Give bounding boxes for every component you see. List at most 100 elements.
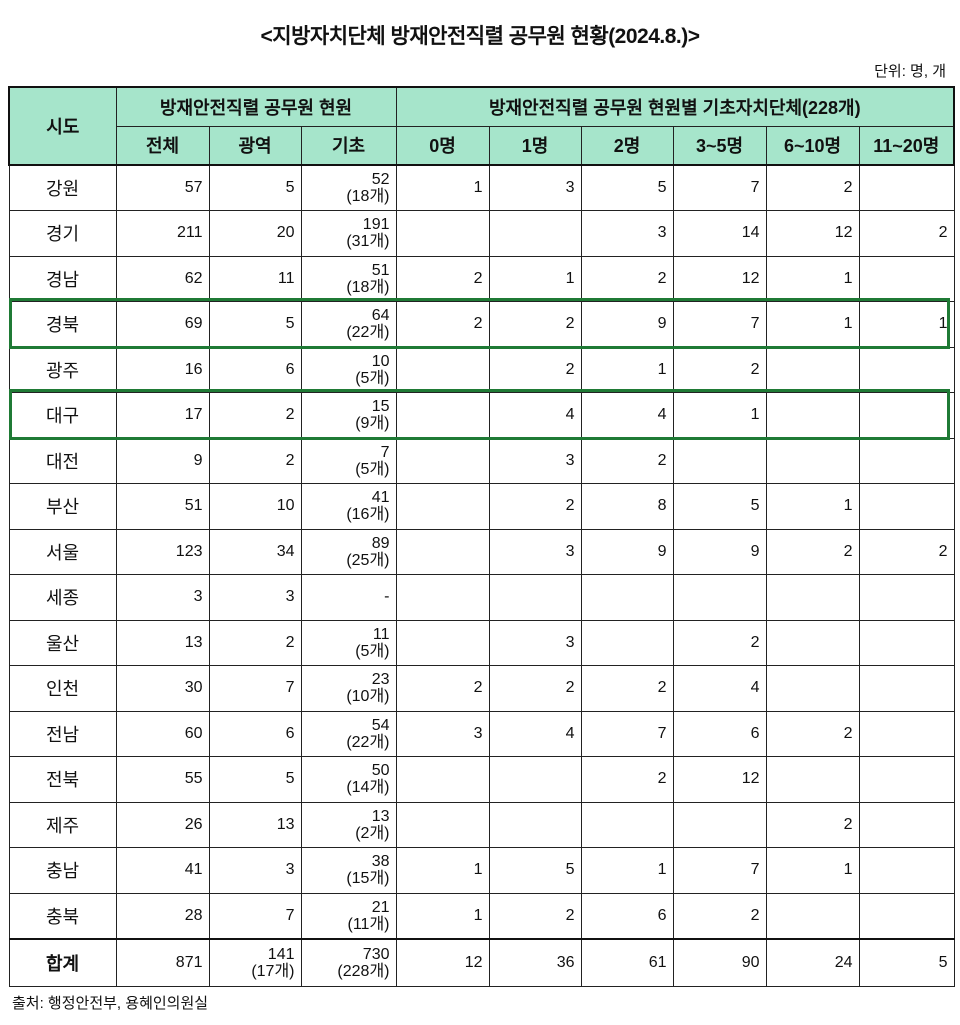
cell-basic: 23 (10개) [300, 665, 397, 712]
cell-basic: 15 (9개) [300, 392, 397, 439]
cell-basic: 38 (15개) [300, 847, 397, 894]
cell-total: 9 [115, 437, 210, 484]
cell-c1120 [858, 892, 955, 939]
region-cell: 강원 [8, 164, 117, 211]
table-row: 전북 55 5 50 (14개) 2 12 [8, 756, 955, 803]
cell-basic: 10 (5개) [300, 346, 397, 393]
cell-basic: - [300, 574, 397, 621]
cell-c0: 1 [395, 847, 490, 894]
cell-total: 871 [115, 937, 210, 987]
cell-total: 17 [115, 392, 210, 439]
cell-c2 [580, 574, 674, 621]
region-cell: 인천 [8, 665, 117, 712]
cell-value: 23 [371, 671, 390, 689]
table-row: 제주 26 13 13 (2개) 2 [8, 801, 955, 848]
cell-value: 11 [372, 625, 390, 643]
region-cell: 충북 [8, 892, 117, 939]
cell-metro: 6 [208, 710, 302, 757]
cell-count: (228개) [337, 962, 390, 980]
region-cell: 광주 [8, 346, 117, 393]
header-col: 0명 [395, 125, 490, 166]
cell-metro: 2 [208, 437, 302, 484]
cell-c1: 2 [488, 483, 582, 530]
cell-c2 [580, 801, 674, 848]
cell-c1 [488, 801, 582, 848]
cell-count: (31개) [346, 233, 390, 251]
cell-c610 [765, 619, 860, 666]
cell-c1120: 2 [858, 528, 955, 575]
cell-c610: 12 [765, 210, 860, 257]
cell-c1120 [858, 756, 955, 803]
table-row: 경남 62 11 51 (18개) 2 1 2 12 1 [8, 255, 955, 302]
cell-c1: 3 [488, 528, 582, 575]
cell-c2: 9 [580, 528, 674, 575]
cell-c1: 2 [488, 346, 582, 393]
cell-c1120 [858, 801, 955, 848]
cell-c610 [765, 346, 860, 393]
cell-total: 41 [115, 847, 210, 894]
cell-c2: 9 [580, 301, 674, 348]
cell-basic: 89 (25개) [300, 528, 397, 575]
table-row: 전남 60 6 54 (22개) 3 4 7 6 2 [8, 710, 955, 757]
cell-count: (5개) [355, 460, 390, 478]
header-group-municipalities: 방재안전직렬 공무원 현원별 기초자치단체(228개) [395, 86, 955, 127]
region-cell: 대구 [8, 392, 117, 439]
cell-c0 [395, 437, 490, 484]
table-row: 광주 16 6 10 (5개) 2 1 2 [8, 346, 955, 393]
cell-count: (18개) [346, 278, 390, 296]
unit-label: 단위: 명, 개 [874, 63, 946, 80]
region-cell: 울산 [8, 619, 117, 666]
cell-c0 [395, 210, 490, 257]
cell-count: (10개) [346, 688, 390, 706]
cell-value: 15 [371, 398, 390, 416]
header-col: 전체 [115, 125, 210, 166]
header-col: 광역 [208, 125, 302, 166]
cell-total: 3 [115, 574, 210, 621]
cell-c35: 2 [672, 619, 767, 666]
cell-metro: 13 [208, 801, 302, 848]
table-title: <지방자치단체 방재안전직렬 공무원 현황(2024.8.)> [260, 25, 700, 48]
region-cell: 전남 [8, 710, 117, 757]
cell-total: 69 [115, 301, 210, 348]
cell-count: (5개) [355, 369, 390, 387]
cell-basic: 730 (228개) [300, 937, 397, 987]
cell-value: 89 [371, 534, 390, 552]
table-row: 대전 9 2 7 (5개) 3 2 [8, 437, 955, 484]
cell-c35: 4 [672, 665, 767, 712]
header-col: 3~5명 [672, 125, 767, 166]
cell-c1120 [858, 483, 955, 530]
cell-count: (22개) [346, 324, 390, 342]
cell-c2: 1 [580, 346, 674, 393]
cell-metro: 5 [208, 164, 302, 211]
cell-basic: 64 (22개) [300, 301, 397, 348]
cell-c35: 14 [672, 210, 767, 257]
cell-count: (25개) [346, 551, 390, 569]
table-row: 충북 28 7 21 (11개) 1 2 6 2 [8, 892, 955, 939]
cell-basic: 21 (11개) [300, 892, 397, 939]
cell-value: 141 [267, 945, 295, 963]
cell-c35: 12 [672, 255, 767, 302]
cell-c0: 3 [395, 710, 490, 757]
region-cell: 서울 [8, 528, 117, 575]
cell-count: (22개) [346, 733, 390, 751]
cell-c0 [395, 392, 490, 439]
cell-metro: 3 [208, 847, 302, 894]
cell-c0 [395, 756, 490, 803]
cell-c2: 2 [580, 255, 674, 302]
table-row: 세종 3 3- [8, 574, 955, 621]
cell-metro: 10 [208, 483, 302, 530]
cell-c2: 5 [580, 164, 674, 211]
cell-c1120 [858, 574, 955, 621]
cell-metro: 34 [208, 528, 302, 575]
cell-total: 13 [115, 619, 210, 666]
cell-basic: 50 (14개) [300, 756, 397, 803]
cell-c35: 7 [672, 164, 767, 211]
cell-c1: 2 [488, 665, 582, 712]
cell-total: 28 [115, 892, 210, 939]
cell-c0 [395, 346, 490, 393]
cell-c35: 7 [672, 301, 767, 348]
total-row: 합계 871 141 (17개) 730 (228개) 12 36 61 90 24 5 [8, 937, 955, 987]
region-cell: 경남 [8, 255, 117, 302]
cell-basic: 51 (18개) [300, 255, 397, 302]
cell-c610 [765, 665, 860, 712]
